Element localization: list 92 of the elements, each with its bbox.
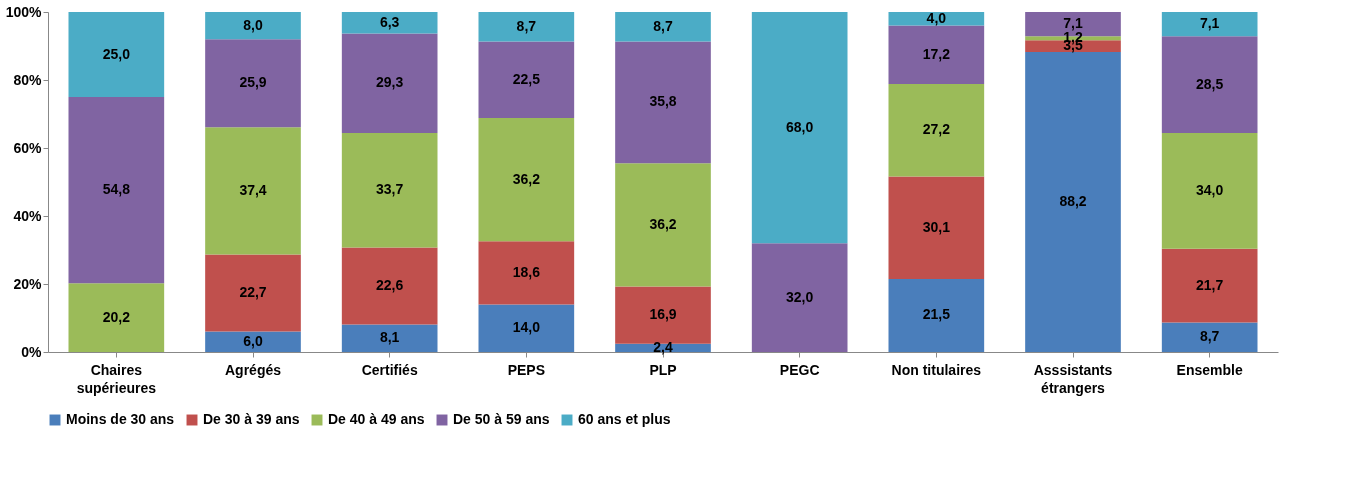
bar	[751, 243, 848, 352]
bar	[1161, 12, 1258, 37]
x-tick-label: PEGC	[779, 361, 820, 378]
bar	[205, 254, 301, 332]
bar	[341, 133, 438, 248]
data-label: 36,2	[512, 170, 541, 187]
data-label: 7,1	[1199, 15, 1220, 32]
bar	[68, 97, 165, 284]
legend-label: De 30 à 39 ans	[203, 411, 300, 427]
bar	[615, 163, 711, 287]
bar	[1025, 52, 1121, 352]
data-label: 37,4	[239, 181, 267, 198]
x-tick-label: PEPS	[507, 361, 546, 378]
data-label: 8,7	[1199, 328, 1220, 345]
bar	[615, 41, 711, 164]
data-label: 35,8	[649, 93, 677, 110]
bar	[478, 12, 575, 42]
data-label: 25,9	[239, 74, 267, 91]
legend-label: Moins de 30 ans	[66, 411, 175, 427]
bar	[615, 286, 711, 344]
data-label: 17,2	[922, 45, 951, 62]
data-label: 54,8	[102, 181, 131, 198]
data-label: 8,1	[379, 329, 400, 346]
x-tick-label: Certifiés	[361, 361, 418, 378]
y-tick-label: 80%	[13, 71, 43, 88]
data-label: 27,2	[922, 121, 951, 138]
x-tick-label: Chaires supérieures	[76, 361, 157, 396]
bar	[478, 241, 575, 305]
bar	[341, 33, 438, 134]
data-label: 21,5	[922, 306, 951, 323]
bar	[1161, 36, 1258, 134]
y-tick-label: 60%	[13, 139, 43, 156]
bar	[751, 12, 848, 244]
x-tick-label: Asssistants étrangers	[1033, 361, 1113, 396]
bar	[205, 331, 301, 352]
data-label: 20,2	[102, 308, 131, 325]
x-tick-label: Non titulaires	[891, 361, 982, 378]
data-label: 29,3	[376, 74, 404, 91]
bar	[341, 247, 438, 325]
y-tick-label: 100%	[5, 3, 43, 20]
data-label: 8,7	[653, 17, 673, 34]
data-label: 14,0	[512, 319, 541, 336]
bar	[68, 12, 165, 97]
y-tick-label: 20%	[13, 275, 43, 292]
bar	[1161, 133, 1258, 249]
data-label: 25,0	[102, 45, 131, 62]
bar	[1161, 322, 1258, 352]
data-label: 32,0	[786, 288, 814, 305]
x-tick-label: Ensemble	[1176, 361, 1243, 378]
data-label: 16,9	[649, 306, 677, 323]
data-label: 34,0	[1196, 181, 1224, 198]
bar	[478, 118, 575, 242]
legend-label: De 50 à 59 ans	[453, 411, 550, 427]
data-label: 4,0	[926, 9, 947, 26]
y-tick-label: 0%	[21, 343, 43, 360]
data-label: 22,7	[239, 284, 267, 301]
x-tick-label: PLP	[649, 361, 677, 378]
bar	[888, 176, 985, 279]
bar	[478, 304, 575, 352]
legend-label: De 40 à 49 ans	[328, 411, 425, 427]
data-label: 7,1	[1063, 15, 1083, 32]
bar	[888, 278, 985, 352]
data-label: 22,6	[376, 277, 404, 294]
data-label: 8,0	[243, 16, 263, 33]
bar	[205, 127, 301, 255]
data-label: 30,1	[922, 218, 951, 235]
x-tick-label: Agrégés	[224, 361, 282, 378]
data-label: 68,0	[786, 118, 814, 135]
bar	[478, 41, 575, 119]
data-label: 6,0	[243, 332, 263, 349]
bar	[68, 283, 165, 352]
bar	[888, 12, 985, 26]
y-tick-label: 40%	[13, 207, 43, 224]
data-label: 6,3	[379, 13, 400, 30]
data-label: 33,7	[376, 181, 404, 198]
data-label: 88,2	[1059, 193, 1087, 210]
bar	[205, 39, 301, 128]
data-label: 22,5	[512, 70, 541, 87]
bar	[615, 12, 711, 42]
legend-label: 60 ans et plus	[578, 411, 671, 427]
bar	[888, 84, 985, 177]
bar	[1161, 248, 1258, 323]
bar	[205, 12, 301, 40]
bar	[888, 25, 985, 85]
bar	[341, 324, 438, 352]
data-label: 28,5	[1196, 75, 1224, 92]
data-label: 2,4	[653, 338, 673, 355]
data-label: 18,6	[512, 263, 541, 280]
data-label: 36,2	[649, 215, 677, 232]
data-label: 21,7	[1196, 276, 1224, 293]
bar	[341, 12, 438, 34]
data-label: 8,7	[516, 17, 537, 34]
